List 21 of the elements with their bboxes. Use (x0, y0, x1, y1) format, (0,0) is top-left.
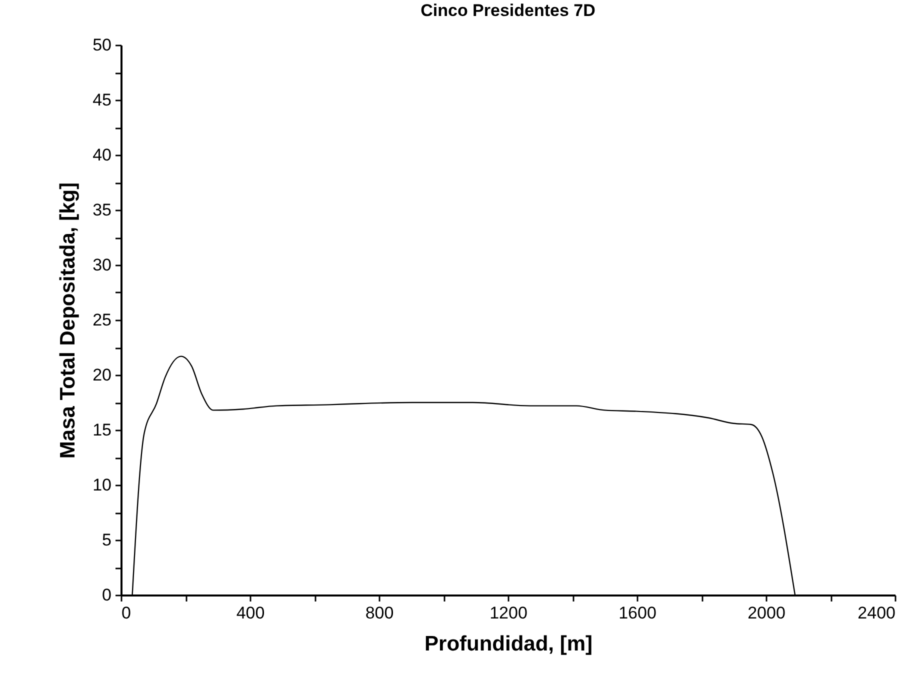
y-tick-label: 10 (92, 476, 112, 494)
y-tick-label: 40 (92, 146, 112, 164)
x-tick-label: 2000 (748, 604, 786, 622)
y-tick-label: 20 (92, 366, 112, 384)
y-tick-label: 15 (92, 420, 112, 440)
x-tick-label: 0 (122, 604, 131, 622)
y-tick-label: 30 (92, 256, 112, 274)
y-tick-label: 35 (92, 200, 112, 220)
x-tick-label: 1600 (618, 604, 656, 622)
y-tick-label: 25 (92, 310, 112, 330)
y-tick-label: 5 (102, 530, 112, 550)
x-tick-label: 800 (365, 604, 394, 622)
y-tick-label: 50 (92, 36, 112, 54)
y-tick-label: 0 (102, 586, 112, 604)
y-tick-label: 45 (92, 90, 112, 110)
x-axis-title: Profundidad, [m] (424, 632, 592, 656)
x-tick-label: 1200 (490, 604, 528, 622)
x-tick-label: 2400 (858, 604, 896, 622)
x-tick-label: 400 (236, 604, 265, 622)
chart-title: Cinco Presidentes 7D (420, 1, 596, 20)
y-axis-title: Masa Total Depositada, [kg] (56, 182, 80, 459)
